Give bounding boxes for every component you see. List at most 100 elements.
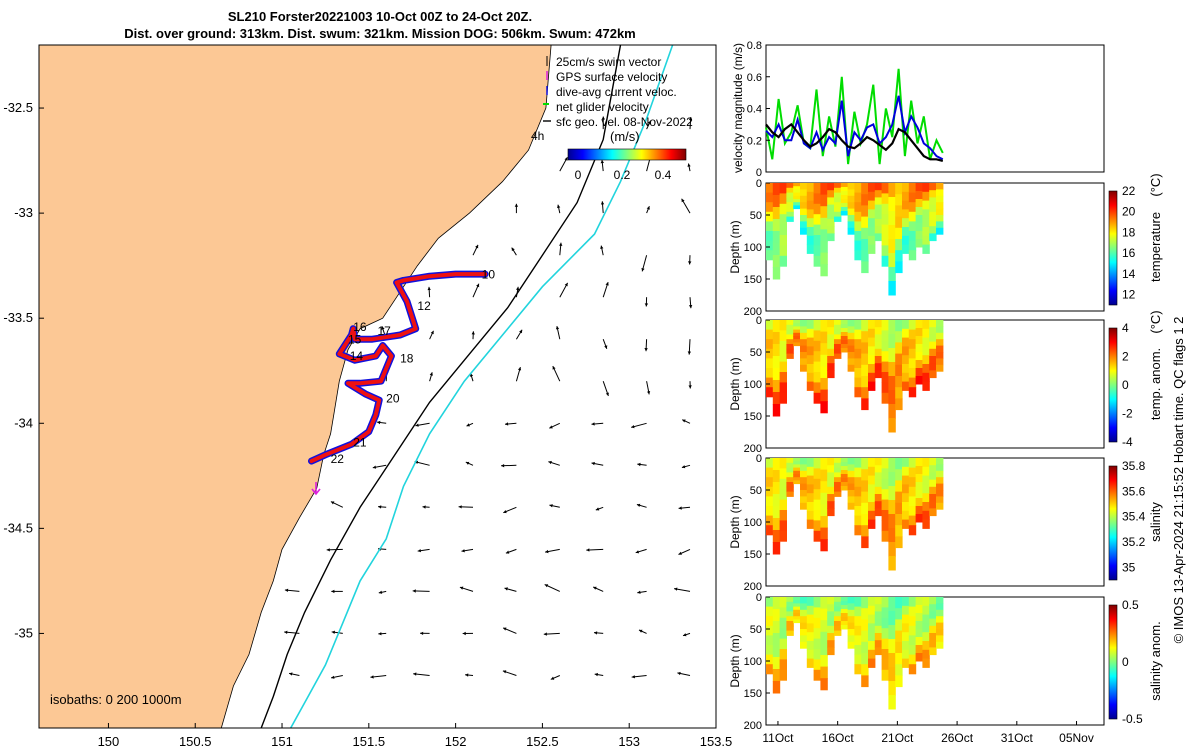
colorbar-units-label: (°C): [1148, 173, 1163, 196]
section-cell: [766, 348, 774, 359]
section-cell: [908, 339, 917, 350]
section-cell: [813, 478, 821, 490]
section-cell: [874, 204, 883, 213]
section-y-tick-label: 150: [744, 688, 762, 700]
section-cell: [766, 250, 774, 261]
section-cell: [827, 370, 835, 379]
day-label: 10: [482, 267, 496, 281]
section-cell: [922, 649, 930, 660]
current-arrow-head: [549, 504, 553, 508]
current-arrow-head: [459, 586, 464, 590]
section-cell: [786, 183, 794, 189]
section-cell: [915, 613, 923, 622]
section-cell: [793, 609, 801, 614]
section-cell: [861, 387, 869, 399]
section-cell: [888, 611, 896, 626]
section-cell: [874, 647, 883, 656]
section-cell: [834, 339, 842, 345]
section-cell: [915, 653, 923, 662]
section-cell: [772, 458, 781, 471]
section-cell: [827, 618, 835, 627]
day-label: 22: [331, 452, 345, 466]
section-cell: [922, 614, 930, 624]
section-cell: [834, 216, 842, 222]
current-arrow-head: [289, 672, 293, 676]
section-cell: [834, 491, 842, 497]
colorbar-tick-label: 0.5: [1122, 598, 1139, 612]
section-cell: [868, 346, 876, 356]
section-cell: [834, 621, 842, 627]
section-cell: [915, 215, 923, 224]
section-cell: [840, 195, 849, 200]
section-cell: [929, 327, 937, 335]
map-y-tick-label: -32.5: [3, 100, 33, 115]
section-cell: [936, 502, 944, 510]
section-cell: [779, 224, 787, 236]
current-arrow-head: [429, 372, 433, 376]
section-cell: [874, 465, 883, 473]
section-cell: [813, 458, 821, 469]
section-cell: [861, 653, 869, 665]
section-cell: [929, 633, 937, 641]
section-cell: [800, 483, 808, 491]
section-cell: [813, 183, 821, 194]
section-cell: [908, 506, 917, 517]
section-cell: [766, 664, 774, 675]
time-tick-label: 16Oct: [822, 731, 855, 745]
current-arrow-head: [688, 117, 693, 121]
section-cell: [929, 363, 937, 371]
section-cell: [929, 219, 937, 227]
section-cell: [779, 617, 787, 629]
section-cell: [874, 219, 883, 227]
section-cell: [779, 520, 787, 532]
section-cell: [888, 653, 896, 668]
section-cell: [888, 267, 896, 282]
section-cell: [834, 467, 842, 473]
map-x-tick-label: 153.5: [700, 734, 733, 749]
map-y-tick-label: -33: [14, 205, 33, 220]
current-arrow-head: [514, 203, 519, 207]
section-cell: [868, 337, 876, 347]
section-cell: [922, 328, 930, 339]
section-cell: [868, 502, 876, 512]
section-cell: [766, 616, 774, 627]
section-cell: [854, 192, 862, 203]
section-cell: [827, 458, 835, 466]
section-cell: [888, 225, 896, 240]
section-cell: [786, 491, 794, 497]
section-cell: [786, 348, 794, 355]
section-cell: [895, 630, 903, 643]
section-y-tick-label: 0: [756, 592, 762, 604]
section-cell: [922, 372, 930, 383]
section-cell: [813, 520, 821, 532]
section-cell: [800, 597, 808, 604]
section-cell: [874, 458, 883, 466]
section-cell: [929, 640, 937, 648]
section-cell: [854, 348, 862, 359]
section-cell: [854, 645, 862, 656]
section-cell: [881, 458, 889, 469]
section-cell: [874, 363, 883, 371]
section-cell: [902, 614, 910, 624]
colorbar-variable-label: salinity: [1148, 502, 1163, 542]
section-cell: [895, 342, 903, 355]
section-cell: [854, 339, 862, 350]
section-cell: [895, 239, 903, 251]
section-cell: [902, 484, 910, 494]
section-cell: [772, 392, 781, 405]
section-cell: [915, 199, 923, 208]
section-cell: [861, 342, 869, 355]
current-arrow-head: [593, 586, 597, 590]
section-cell: [888, 376, 896, 391]
section-cell: [793, 616, 801, 620]
section-cell: [827, 465, 835, 473]
current-arrow-head: [543, 632, 547, 636]
section-cell: [772, 506, 781, 519]
section-cell: [772, 609, 781, 622]
section-cell: [793, 202, 801, 206]
section-cell: [779, 649, 787, 660]
section-cell: [779, 478, 787, 490]
section-ylabel: Depth (m): [728, 495, 742, 548]
section-cell: [827, 501, 835, 509]
section-cell: [861, 205, 869, 218]
